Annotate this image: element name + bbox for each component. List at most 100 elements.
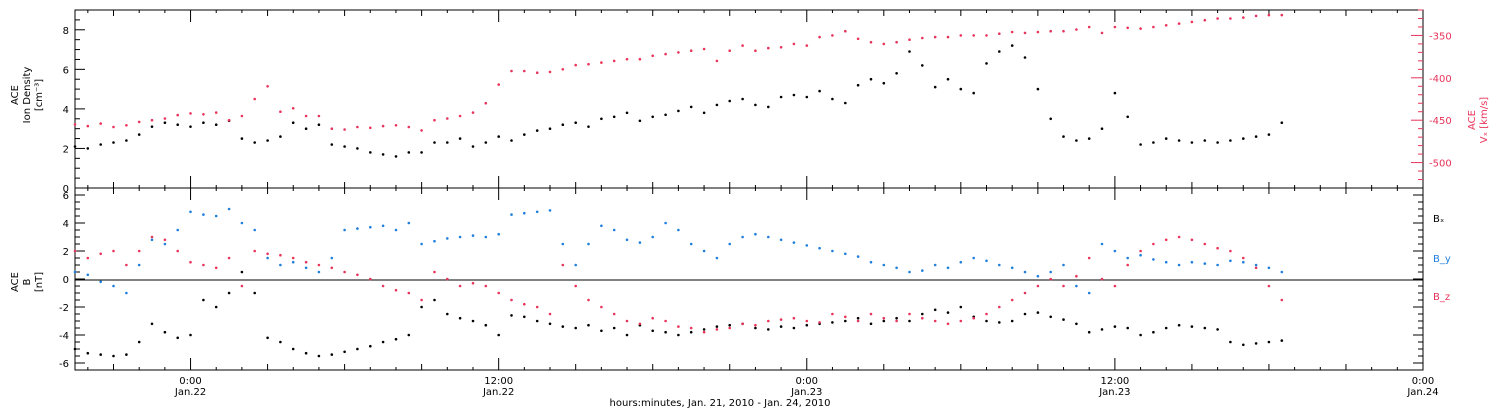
top-x-ticks <box>87 10 1424 188</box>
bx-point <box>407 333 411 337</box>
x-tick-date-label: Jan.22 <box>174 387 206 398</box>
velocity-point <box>574 63 577 67</box>
bz-point <box>625 319 629 323</box>
velocity-point <box>677 51 680 54</box>
velocity-point <box>535 71 539 74</box>
density-point <box>638 119 642 123</box>
bx-point <box>985 319 988 323</box>
bx-point <box>523 315 526 319</box>
density-point <box>715 103 719 107</box>
density-point <box>985 62 988 65</box>
by-point <box>458 235 462 239</box>
velocity-point <box>369 126 372 130</box>
by-point <box>1267 266 1271 270</box>
bx-point <box>317 354 321 358</box>
bx-point <box>908 319 911 323</box>
velocity-point <box>985 34 988 37</box>
field-y-tick-label: -6 <box>59 359 69 370</box>
bx-point <box>279 340 282 344</box>
by-point <box>1203 262 1207 265</box>
by-point <box>279 263 282 267</box>
magnetic-field-panel: 6 4 2 0 -2 -4 -6 ACE B [nT] Bₓ B_y B_z <box>10 187 1451 371</box>
by-point <box>240 221 244 225</box>
density-point <box>304 127 308 130</box>
bz-point <box>1023 291 1027 295</box>
velocity-point <box>176 113 179 117</box>
velocity-point <box>356 125 359 129</box>
bx-point <box>227 291 231 295</box>
bx-point <box>664 330 667 334</box>
density-point <box>831 97 834 101</box>
bz-point <box>510 298 513 302</box>
bz-series <box>73 235 1284 334</box>
bx-point <box>933 308 937 312</box>
velocity-point <box>510 69 513 73</box>
by-point <box>343 228 346 232</box>
bz-point <box>330 266 334 270</box>
density-point <box>394 155 398 158</box>
by-point <box>574 263 577 267</box>
field-y-tick-label: -4 <box>59 331 69 342</box>
by-point <box>420 242 423 246</box>
bx-point <box>946 311 950 314</box>
by-series <box>73 207 1284 295</box>
by-point <box>856 255 860 258</box>
bz-point <box>202 263 205 267</box>
density-point <box>150 125 154 128</box>
bx-point <box>1062 318 1065 321</box>
bx-point <box>471 319 475 323</box>
bz-point <box>754 323 757 327</box>
density-point <box>73 145 77 148</box>
bz-point <box>1062 284 1065 288</box>
density-point <box>266 139 269 142</box>
velocity-point <box>895 40 898 44</box>
velocity-point <box>1062 29 1065 33</box>
velocity-point <box>959 34 963 37</box>
x-tick-time-label: 0:00 <box>1412 376 1434 387</box>
bz-point <box>998 305 1001 309</box>
bx-point <box>112 354 115 358</box>
bz-point <box>792 316 796 320</box>
field-axis-label-line1: ACE <box>10 272 21 292</box>
velocity-point <box>831 34 834 37</box>
field-y-tick-label: 2 <box>63 247 69 258</box>
bx-point <box>420 305 423 309</box>
bx-point <box>266 336 269 340</box>
density-point <box>484 141 488 144</box>
velocity-y-tick-label: -500 <box>1429 159 1452 170</box>
density-point <box>741 97 744 101</box>
density-axis-label-line3: [cm⁻³] <box>34 79 45 111</box>
bz-point <box>189 260 192 264</box>
density-point <box>291 121 295 124</box>
density-y-tick-label: 6 <box>63 65 69 76</box>
velocity-point <box>600 61 603 64</box>
velocity-point <box>240 114 244 118</box>
by-point <box>471 234 475 237</box>
by-point <box>831 249 834 253</box>
x-tick-date-label: Jan.23 <box>1098 387 1130 398</box>
velocity-point <box>458 114 462 118</box>
bz-point <box>638 322 642 326</box>
bx-point <box>805 323 809 327</box>
density-point <box>1216 141 1219 144</box>
velocity-point <box>330 127 334 130</box>
velocity-point <box>702 47 706 51</box>
bx-point <box>779 325 783 328</box>
velocity-point <box>407 125 411 129</box>
by-point <box>163 242 167 246</box>
bx-point <box>1036 311 1040 314</box>
density-point <box>574 121 577 124</box>
velocity-point <box>1100 31 1104 35</box>
bz-point <box>1254 266 1258 270</box>
by-point <box>869 260 873 264</box>
bz-point <box>163 238 167 242</box>
field-y-tick-label: 4 <box>63 219 69 230</box>
velocity-axis-label-line2: Vₓ [km/s] <box>1479 97 1490 143</box>
by-point <box>356 227 359 230</box>
bz-point <box>882 316 886 320</box>
by-point <box>1075 284 1078 288</box>
by-point <box>266 256 269 260</box>
bz-point <box>1177 235 1181 239</box>
velocity-point <box>1036 30 1040 34</box>
bz-point <box>176 249 179 253</box>
